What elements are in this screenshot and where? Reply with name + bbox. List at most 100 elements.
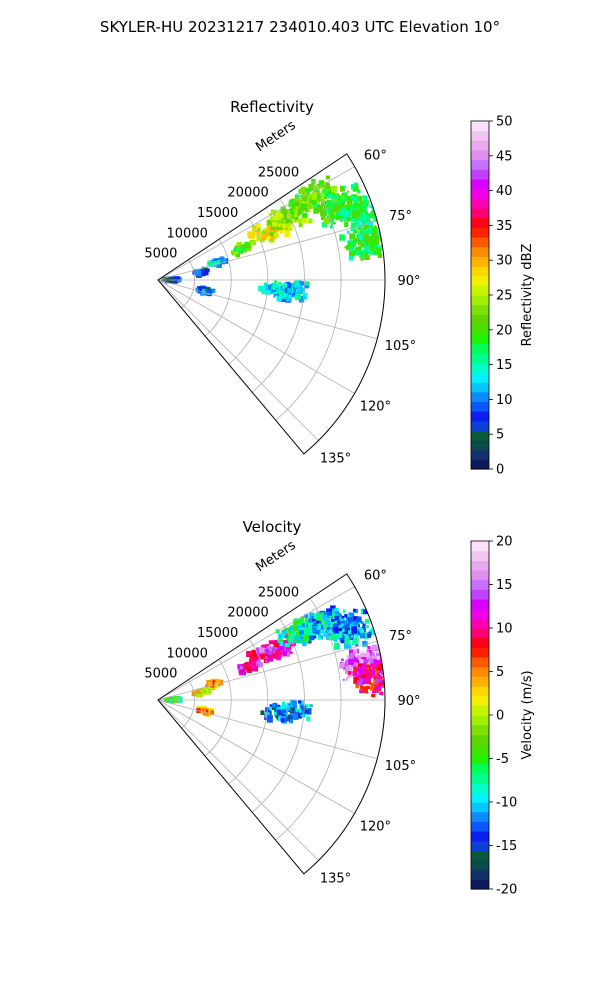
echo-cell bbox=[350, 184, 356, 190]
echo-cell bbox=[281, 705, 286, 709]
echo-cell bbox=[330, 200, 334, 204]
echo-cell bbox=[393, 678, 397, 682]
echo-cell bbox=[350, 203, 354, 207]
echo-cell bbox=[328, 193, 334, 199]
echo-cell bbox=[294, 639, 298, 643]
echo-cell bbox=[292, 713, 299, 720]
echo-cell bbox=[278, 643, 285, 651]
echo-cell bbox=[372, 663, 377, 668]
colorbar-label: Reflectivity dBZ bbox=[520, 244, 535, 347]
echo-cell bbox=[268, 650, 272, 656]
echo-region bbox=[258, 279, 310, 303]
echo-cell bbox=[241, 666, 244, 670]
echo-cell bbox=[352, 215, 358, 222]
echo-cell bbox=[356, 238, 360, 242]
echo-cell bbox=[288, 294, 292, 299]
echo-cell bbox=[299, 195, 303, 198]
echo-cell bbox=[374, 681, 378, 684]
echo-cell bbox=[342, 609, 346, 613]
colorbar-swatch bbox=[471, 343, 489, 354]
echo-cell bbox=[264, 655, 269, 660]
echo-cell bbox=[294, 292, 301, 301]
echo-cell bbox=[324, 188, 327, 192]
echo-cell bbox=[343, 642, 349, 649]
colorbar-tick-label: -10 bbox=[496, 796, 517, 811]
echo-cell bbox=[344, 634, 349, 639]
echo-cell bbox=[195, 691, 201, 698]
echo-cell bbox=[388, 236, 390, 239]
echo-cell bbox=[339, 234, 345, 241]
echo-cell bbox=[367, 242, 373, 249]
colorbar-tick-label: 5 bbox=[496, 665, 504, 680]
echo-cell bbox=[328, 623, 333, 627]
echo-cell bbox=[279, 715, 282, 718]
echo-cell bbox=[352, 254, 355, 257]
echo-cell bbox=[345, 677, 349, 681]
echo-region bbox=[207, 256, 229, 269]
echo-region bbox=[195, 285, 216, 297]
echo-cell bbox=[286, 706, 291, 711]
echo-cell bbox=[297, 210, 303, 215]
echo-cell bbox=[361, 213, 367, 220]
echo-cell bbox=[374, 687, 379, 692]
echo-cell bbox=[291, 630, 294, 633]
echo-cell bbox=[288, 707, 292, 711]
velocity-colorbar: -20 -15 -10 -5 0 5 10 15 20 Velocity (m/s) bbox=[470, 535, 535, 898]
echo-cell bbox=[308, 210, 311, 213]
echo-cell bbox=[349, 204, 356, 211]
colorbar-tick-label: -5 bbox=[496, 752, 509, 767]
echo-cell bbox=[294, 634, 298, 637]
echo-cell bbox=[206, 289, 212, 295]
echo-cell bbox=[305, 196, 309, 199]
echo-cell bbox=[262, 649, 268, 654]
range-tick-label: 10000 bbox=[167, 646, 208, 661]
colorbar-swatch bbox=[471, 140, 489, 151]
range-tick-label: 10000 bbox=[167, 226, 208, 241]
echo-cell bbox=[258, 662, 264, 668]
colorbar-tick-label: 40 bbox=[496, 184, 513, 199]
echo-cell bbox=[331, 208, 334, 212]
colorbar-label: Velocity (m/s) bbox=[520, 670, 535, 759]
echo-cell bbox=[360, 678, 364, 682]
echo-cell bbox=[344, 668, 350, 674]
echo-cell bbox=[361, 203, 364, 207]
echo-cell bbox=[343, 211, 349, 217]
echo-cell bbox=[255, 657, 261, 665]
echo-cell bbox=[346, 665, 353, 672]
echo-cell bbox=[341, 623, 344, 627]
figure-title: SKYLER-HU 20231217 234010.403 UTC Elevat… bbox=[100, 18, 500, 36]
echo-cell bbox=[256, 235, 262, 242]
colorbar-swatch bbox=[471, 353, 489, 364]
range-tick-label: 5000 bbox=[144, 247, 177, 262]
echo-cell bbox=[372, 231, 378, 236]
echo-cell bbox=[352, 235, 356, 239]
colorbar-tick-label: 10 bbox=[496, 393, 513, 408]
colorbar-swatch bbox=[471, 618, 489, 629]
echo-cell bbox=[299, 700, 305, 706]
echo-cell bbox=[350, 218, 354, 222]
echo-cell bbox=[376, 690, 379, 694]
echo-cell bbox=[308, 618, 313, 624]
echo-cell bbox=[340, 639, 345, 644]
echo-cell bbox=[289, 220, 292, 223]
echo-region bbox=[192, 266, 210, 278]
echo-cell bbox=[273, 712, 277, 716]
echo-cell bbox=[328, 207, 332, 211]
echo-cell bbox=[338, 627, 343, 632]
echo-cell bbox=[298, 295, 305, 303]
echo-cell bbox=[344, 221, 349, 227]
colorbar-swatch bbox=[471, 821, 489, 832]
colorbar-swatch bbox=[471, 333, 489, 344]
echo-cell bbox=[313, 635, 317, 638]
colorbar-swatch bbox=[471, 130, 489, 141]
echo-cell bbox=[290, 712, 293, 716]
echo-cell bbox=[267, 219, 274, 226]
echo-cell bbox=[309, 704, 312, 707]
echo-cell bbox=[328, 635, 334, 641]
echo-cell bbox=[273, 232, 278, 238]
echo-cell bbox=[298, 222, 303, 228]
colorbar-tick-label: -15 bbox=[496, 839, 517, 854]
echo-cell bbox=[308, 627, 313, 632]
echo-cell bbox=[299, 197, 305, 202]
azimuth-spoke bbox=[157, 279, 319, 441]
